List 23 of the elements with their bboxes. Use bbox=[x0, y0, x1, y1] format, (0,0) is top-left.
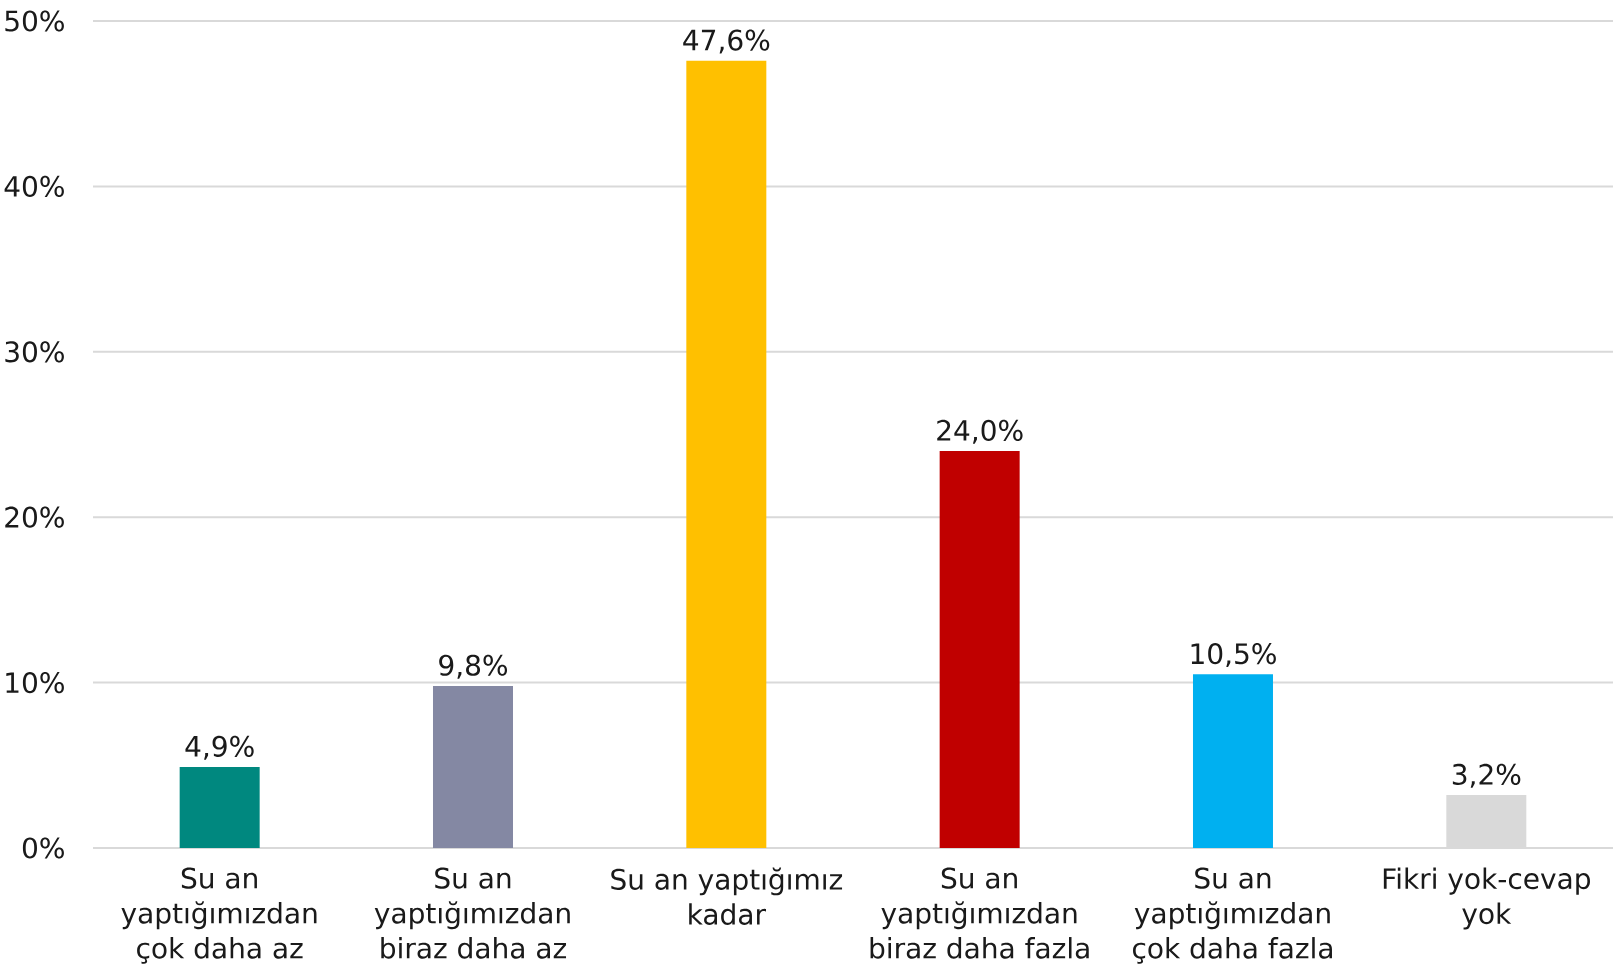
y-tick-label: 20% bbox=[5, 506, 64, 528]
data-label: 3,2% bbox=[1452, 763, 1521, 788]
x-tick-label: Su an yaptığımızdan çok daha fazla bbox=[1133, 867, 1332, 964]
bar bbox=[432, 685, 513, 848]
data-label: 4,9% bbox=[185, 735, 254, 760]
x-tick-label: Su an yaptığımız kadar bbox=[611, 867, 843, 925]
y-tick-label: 30% bbox=[5, 341, 64, 363]
data-label: 47,6% bbox=[683, 29, 770, 54]
data-label: 10,5% bbox=[1191, 643, 1276, 668]
x-tick-label: Su an yaptığımızdan biraz daha fazla bbox=[870, 867, 1089, 959]
x-tick-label: Fikri yok-cevap yok bbox=[1383, 867, 1590, 930]
y-tick-label: 0% bbox=[22, 837, 64, 859]
y-tick-label: 40% bbox=[4, 175, 64, 197]
bar bbox=[1192, 674, 1273, 848]
data-label: 24,0% bbox=[937, 419, 1023, 444]
bar bbox=[686, 60, 767, 848]
bar bbox=[939, 451, 1020, 848]
y-tick-label: 10% bbox=[6, 672, 64, 694]
data-label: 9,8% bbox=[439, 654, 508, 679]
x-tick-label: Su an yaptığımızdan biraz daha az bbox=[374, 867, 570, 959]
x-tick-label: Su an yaptığımızdan çok daha az bbox=[121, 867, 317, 964]
bar bbox=[179, 766, 260, 848]
y-tick-label: 50% bbox=[5, 10, 64, 32]
